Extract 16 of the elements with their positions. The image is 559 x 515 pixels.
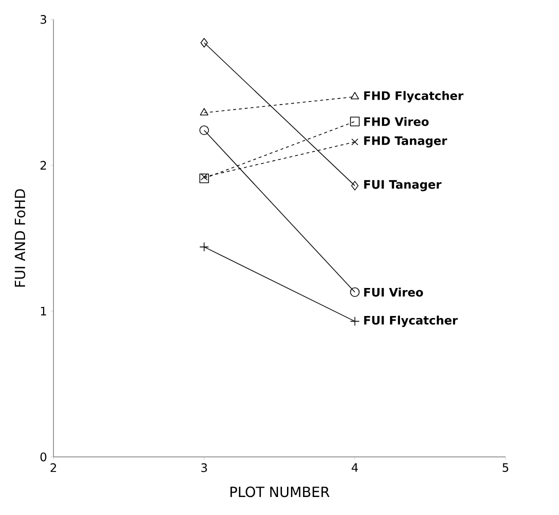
y-axis-title: FUI AND FoHD bbox=[14, 189, 26, 286]
x-tick-label: 3 bbox=[201, 463, 207, 472]
y-tick-label: 2 bbox=[40, 160, 46, 170]
x-tick-label: 5 bbox=[502, 463, 508, 472]
series-label: FUI Flycatcher bbox=[364, 315, 458, 327]
series-label: FUI Tanager bbox=[364, 180, 442, 192]
x-axis-title: PLOT NUMBER bbox=[230, 486, 330, 498]
x-tick-label: 4 bbox=[352, 463, 358, 472]
y-tick-label: 1 bbox=[40, 306, 46, 316]
y-tick-label: 3 bbox=[40, 14, 46, 24]
y-tick-label: 0 bbox=[40, 452, 46, 462]
x-tick-label: 2 bbox=[50, 463, 56, 472]
series-label: FHD Flycatcher bbox=[364, 90, 464, 102]
series-label: FUI Vireo bbox=[364, 288, 423, 297]
series-label: FHD Vireo bbox=[364, 116, 429, 126]
series-label: FHD Tanager bbox=[364, 136, 448, 148]
